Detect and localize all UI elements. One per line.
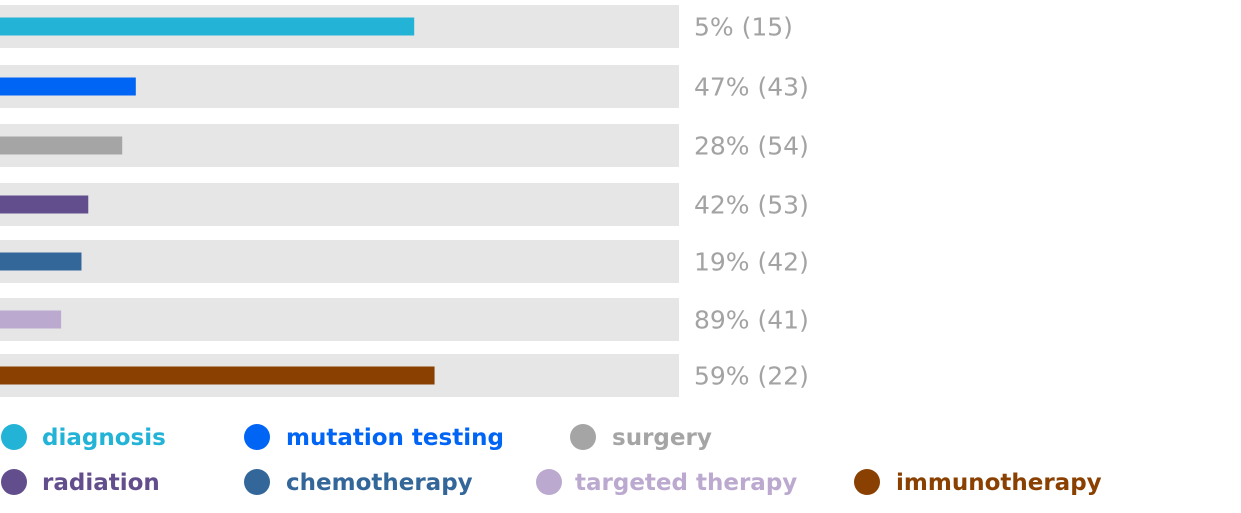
value-label-surgery: 28% (54)	[694, 132, 809, 161]
legend-marker-mutation-testing	[244, 424, 270, 450]
legend-item-immunotherapy: immunotherapy	[854, 469, 1102, 496]
value-label-chemotherapy: 19% (42)	[694, 248, 809, 277]
bar-targeted-therapy	[0, 310, 62, 329]
value-labels: 5% (15) 47% (43) 28% (54) 42% (53) 19% (42) 8…	[694, 13, 809, 391]
bar-diagnosis	[0, 17, 415, 36]
legend-marker-radiation	[1, 469, 27, 495]
bars	[0, 17, 435, 385]
legend-label-mutation-testing: mutation testing	[286, 425, 504, 451]
legend-label-immunotherapy: immunotherapy	[896, 470, 1102, 496]
bar-surgery	[0, 136, 123, 155]
value-label-radiation: 42% (53)	[694, 191, 809, 220]
legend-item-radiation: radiation	[1, 469, 160, 496]
legend-item-targeted-therapy: targeted therapy	[536, 469, 797, 496]
legend-label-chemotherapy: chemotherapy	[286, 470, 473, 496]
legend-marker-surgery	[570, 424, 596, 450]
bar-mutation-testing	[0, 77, 136, 96]
legend-item-chemotherapy: chemotherapy	[244, 469, 473, 496]
legend-marker-chemotherapy	[244, 469, 270, 495]
legend-marker-targeted-therapy	[536, 469, 562, 495]
value-label-targeted-therapy: 89% (41)	[694, 306, 809, 335]
legend-label-surgery: surgery	[612, 425, 712, 451]
bar-tracks	[0, 5, 679, 397]
legend-item-diagnosis: diagnosis	[1, 424, 166, 451]
bar-radiation	[0, 195, 89, 214]
legend-marker-diagnosis	[1, 424, 27, 450]
legend-item-mutation-testing: mutation testing	[244, 424, 504, 451]
legend-marker-immunotherapy	[854, 469, 880, 495]
legend-label-radiation: radiation	[42, 470, 160, 496]
value-label-immunotherapy: 59% (22)	[694, 362, 809, 391]
bar-track-radiation	[0, 183, 679, 226]
value-label-mutation-testing: 47% (43)	[694, 73, 809, 102]
legend-item-surgery: surgery	[570, 424, 712, 451]
bar-immunotherapy	[0, 366, 435, 385]
legend: diagnosis mutation testing surgery radiatio…	[1, 424, 1102, 496]
bar-chemotherapy	[0, 252, 82, 271]
bar-track-targeted-therapy	[0, 298, 679, 341]
value-label-diagnosis: 5% (15)	[694, 13, 793, 42]
bar-track-chemotherapy	[0, 240, 679, 283]
legend-label-targeted-therapy: targeted therapy	[575, 470, 797, 496]
legend-label-diagnosis: diagnosis	[42, 425, 166, 451]
